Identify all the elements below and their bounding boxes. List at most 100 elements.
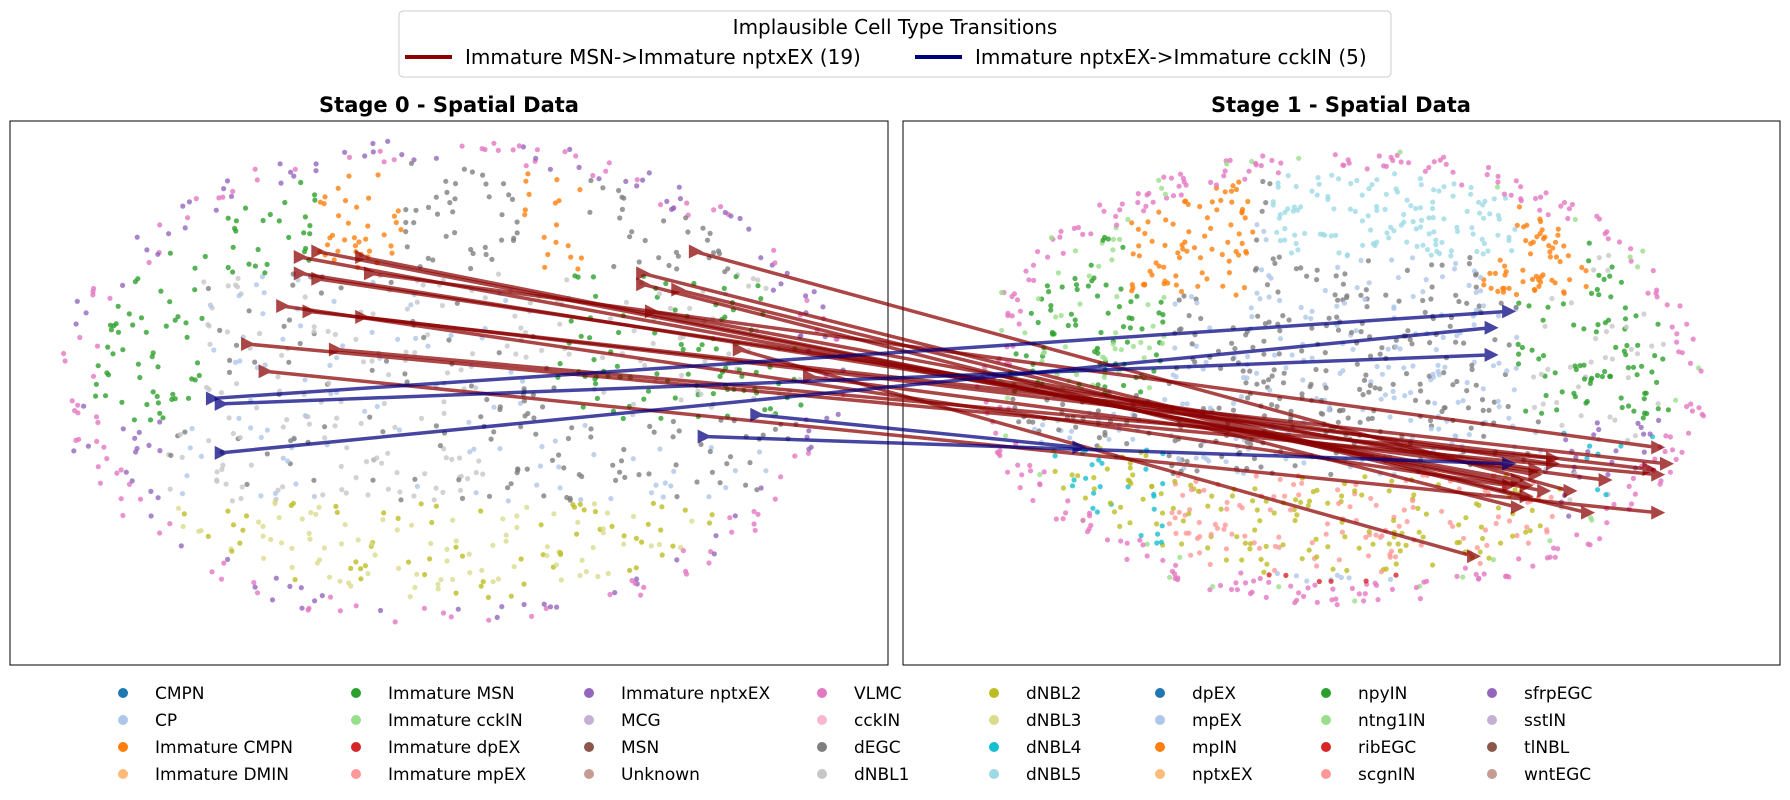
cell-point xyxy=(455,606,461,612)
cell-point xyxy=(659,552,665,558)
cell-point xyxy=(1242,580,1249,586)
cell-point xyxy=(1272,352,1278,358)
cell-point xyxy=(1341,300,1348,306)
cell-point xyxy=(1266,572,1272,578)
cell-point xyxy=(1513,178,1519,184)
cell-point xyxy=(1276,534,1282,540)
cell-point xyxy=(694,479,700,485)
cell-point xyxy=(1596,426,1602,433)
cell-point xyxy=(203,384,210,390)
cell-point xyxy=(398,497,404,503)
cell-point xyxy=(1201,487,1207,493)
cell-point xyxy=(713,533,719,539)
cell-point xyxy=(1055,270,1061,276)
cell-point xyxy=(531,415,537,421)
cell-point xyxy=(1612,417,1618,423)
cell-point xyxy=(750,276,757,282)
cell-point xyxy=(278,180,284,186)
cell-point xyxy=(541,601,547,607)
cell-point xyxy=(1440,334,1446,340)
cell-point xyxy=(1146,385,1152,391)
cell-point xyxy=(1386,235,1392,241)
cell-point xyxy=(1246,168,1252,174)
cell-point xyxy=(335,185,341,191)
cell-point xyxy=(1336,250,1342,256)
cell-point xyxy=(1584,455,1590,461)
arrow-msn-to-nptxex xyxy=(688,244,1578,498)
cell-point xyxy=(672,307,678,313)
cell-point xyxy=(1601,276,1607,282)
cell-point xyxy=(443,455,449,461)
cell-point xyxy=(258,434,264,440)
cell-point xyxy=(1362,296,1368,302)
cell-point xyxy=(1501,285,1507,292)
cell-point xyxy=(1567,364,1573,370)
cell-point xyxy=(81,403,87,409)
cell-point xyxy=(1083,475,1089,481)
cell-point xyxy=(1514,222,1520,228)
cell-point xyxy=(428,540,434,547)
cell-point xyxy=(1292,463,1298,469)
cell-point xyxy=(327,594,334,600)
cell-point xyxy=(1322,350,1328,356)
legend-label: sfrpEGC xyxy=(1524,684,1592,704)
cell-point xyxy=(1515,341,1521,347)
cell-point xyxy=(421,334,427,341)
cell-point xyxy=(514,524,520,531)
cell-point xyxy=(1316,578,1322,585)
cell-point xyxy=(1149,238,1155,244)
legend-label: Immature mpEX xyxy=(388,765,527,785)
cell-point xyxy=(1304,578,1310,584)
cell-point xyxy=(1292,600,1298,606)
cell-point xyxy=(405,559,412,565)
cell-point xyxy=(1156,310,1162,316)
cell-point xyxy=(1573,366,1579,373)
cell-point xyxy=(391,213,397,219)
cell-point xyxy=(545,251,551,258)
cell-point xyxy=(1251,578,1257,584)
cell-point xyxy=(348,565,354,572)
cell-point xyxy=(1448,253,1454,259)
cell-point xyxy=(547,166,554,172)
cell-point xyxy=(338,285,344,291)
cell-point xyxy=(1252,486,1258,492)
cell-point xyxy=(1016,419,1022,425)
cell-point xyxy=(1537,230,1543,237)
cell-point xyxy=(1293,183,1299,190)
cell-point xyxy=(1160,557,1166,563)
cell-point xyxy=(1257,575,1263,582)
cell-point xyxy=(758,255,764,261)
cell-point xyxy=(1149,483,1155,489)
cell-point xyxy=(1394,152,1400,158)
cell-point xyxy=(634,576,640,582)
cell-point xyxy=(446,337,452,343)
cell-point xyxy=(1454,540,1460,546)
cell-point xyxy=(1366,186,1372,192)
cell-point xyxy=(1429,284,1435,290)
cell-point xyxy=(130,322,136,328)
cell-point xyxy=(1219,251,1225,258)
cell-point xyxy=(1333,596,1339,602)
cell-point xyxy=(1352,208,1358,214)
cell-point xyxy=(1170,505,1176,511)
cell-point xyxy=(1182,198,1188,205)
cell-point xyxy=(470,250,476,257)
legend-label: mpIN xyxy=(1192,738,1237,758)
cell-point xyxy=(1607,373,1613,379)
cell-point xyxy=(1623,352,1629,358)
cell-point xyxy=(1448,248,1454,254)
cell-point xyxy=(244,481,250,487)
cell-point xyxy=(1676,349,1682,355)
cell-point xyxy=(491,429,497,435)
cell-point xyxy=(577,501,583,507)
cell-point xyxy=(658,415,664,421)
cell-point xyxy=(1161,281,1167,287)
cell-point xyxy=(331,257,337,263)
cell-point xyxy=(696,346,702,352)
cell-point xyxy=(1207,325,1213,331)
cell-point xyxy=(196,372,202,379)
cell-point xyxy=(1481,215,1487,221)
cell-point xyxy=(618,458,625,464)
cell-point xyxy=(676,184,682,190)
cell-point xyxy=(522,212,528,218)
